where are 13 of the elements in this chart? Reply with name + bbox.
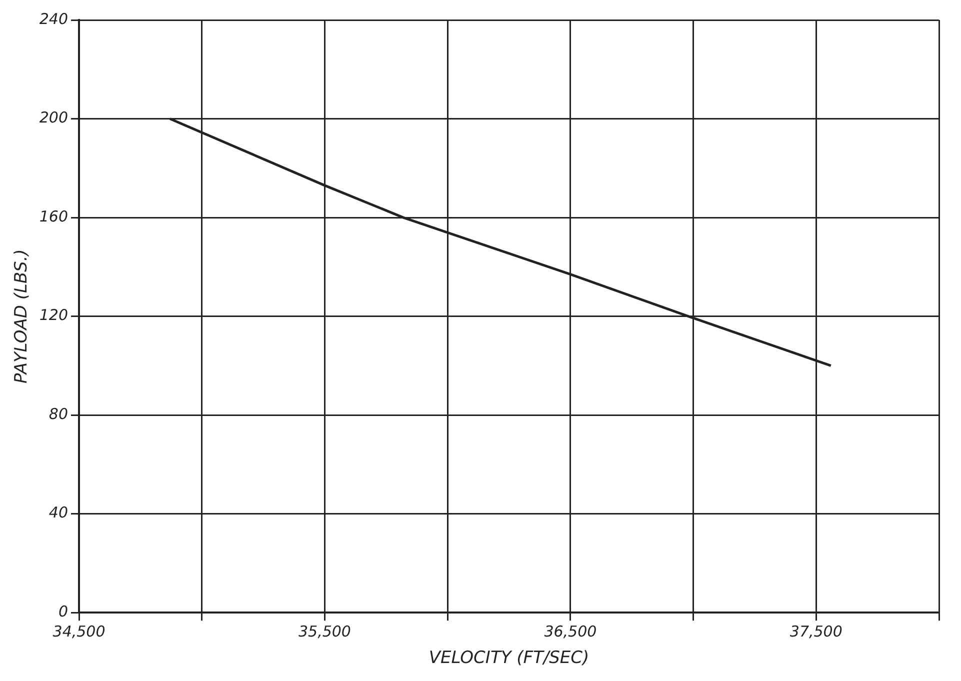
- y-tick-label: 0: [58, 602, 68, 620]
- y-tick-label: 120: [39, 306, 68, 324]
- y-tick-label: 40: [48, 504, 68, 522]
- x-tick-label: 34,500: [52, 622, 106, 640]
- y-tick-label: 160: [39, 207, 68, 226]
- y-tick-label: 200: [39, 108, 68, 127]
- y-tick-label: 240: [39, 10, 68, 28]
- x-tick-label: 37,500: [790, 622, 842, 640]
- y-axis-title: PAYLOAD (LBS.): [12, 249, 32, 384]
- x-tick-label: 35,500: [298, 622, 351, 640]
- x-axis-title: VELOCITY (FT/SEC): [428, 648, 590, 668]
- x-tick-label: 36,500: [544, 622, 597, 640]
- y-tick-label: 80: [48, 404, 68, 423]
